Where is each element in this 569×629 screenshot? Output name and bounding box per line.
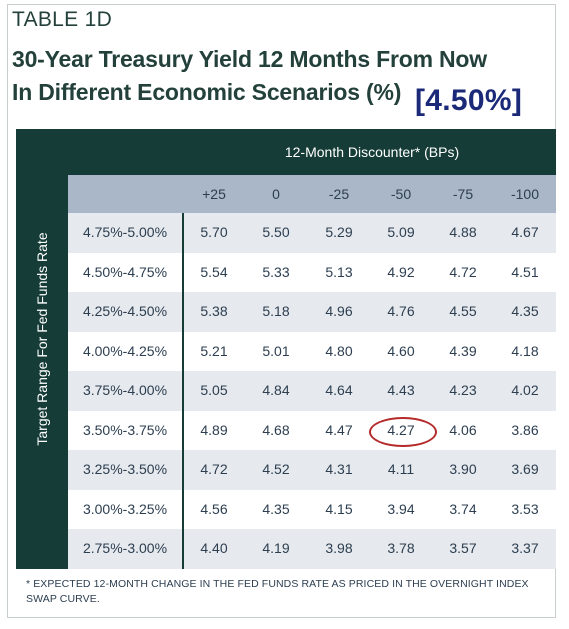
table-cell: 4.15 [325,500,353,517]
table-cell: 4.35 [262,500,290,517]
table-cell: 4.88 [449,224,477,240]
yield-scenario-table: Target Range For Fed Funds Rate 12-Month… [16,129,556,569]
column-header: -75 [452,186,474,202]
row-label: 3.25%-3.50% [82,461,168,477]
table-cell: 4.11 [387,461,415,477]
table-row: 3.75%-4.00% 5.05 4.84 4.64 4.43 4.23 4.02 [68,371,556,411]
table-cell: 4.43 [387,382,415,398]
table-row: 2.75%-3.00% 4.40 4.19 3.98 3.78 3.57 3.37 [68,529,556,569]
table-cell: 4.40 [200,540,228,556]
highlight-rate-tag: [4.50%] [415,84,523,117]
table-cell: 3.90 [449,461,477,477]
table-cell: 4.47 [325,421,353,438]
table-cell: 4.18 [511,342,539,359]
table-row: 4.25%-4.50% 5.38 5.18 4.96 4.76 4.55 4.35 [68,292,556,332]
title-line-1: 30-Year Treasury Yield 12 Months From No… [12,46,487,72]
row-label: 3.00%-3.25% [82,500,168,517]
table-cell: 4.80 [325,342,353,359]
table-cell: 4.06 [449,421,477,438]
table-cell: 5.21 [200,342,228,359]
table-cell: 5.18 [262,303,290,319]
table-cell: 4.76 [387,303,415,319]
table-title: 30-Year Treasury Yield 12 Months From No… [12,43,487,109]
table-cell: 4.92 [387,263,415,280]
table-row: 3.50%-3.75% 4.89 4.68 4.47 4.27 4.06 3.86 [68,410,556,450]
table-cell: 5.33 [262,263,290,280]
table-cell: 4.89 [200,421,228,438]
table-cell: 4.39 [449,342,477,359]
table-cell: 4.31 [325,461,353,477]
row-label: 4.25%-4.50% [82,303,168,319]
table-cell: 5.05 [200,382,228,398]
row-label: 3.50%-3.75% [82,421,168,438]
column-group-header-band: 12-Month Discounter* (BPs) [68,129,556,175]
column-group-header: 12-Month Discounter* (BPs) [284,144,460,160]
table-cell: 4.64 [325,382,353,398]
table-cell: 5.50 [262,224,290,240]
table-cell: 3.53 [511,500,539,517]
table-cell: 3.98 [325,540,353,556]
row-group-header-band: Target Range For Fed Funds Rate [16,129,68,569]
table-cell: 4.35 [511,303,539,319]
column-header: -100 [510,186,540,202]
table-cell: 4.23 [449,382,477,398]
table-cell: 3.86 [511,421,539,438]
table-cell: 5.01 [262,342,290,359]
table-cell: 3.78 [387,540,415,556]
column-header-row: +25 0 -25 -50 -75 -100 [68,175,556,213]
column-header: 0 [272,186,280,202]
table-cell: 4.60 [387,342,415,359]
table-number-label: TABLE 1D [12,8,113,31]
table-cell: 4.19 [262,540,290,556]
column-header: -50 [390,186,412,202]
row-label-divider [182,213,184,569]
table-cell: 4.96 [325,303,353,319]
table-cell: 3.37 [511,540,539,556]
column-header: +25 [202,186,226,202]
footnote: * EXPECTED 12-MONTH CHANGE IN THE FED FU… [26,578,529,605]
table-cell: 3.94 [387,500,415,517]
table-row: 3.25%-3.50% 4.72 4.52 4.31 4.11 3.90 3.69 [68,450,556,490]
title-line-2: In Different Economic Scenarios (%) [12,79,402,105]
table-cell: 3.57 [449,540,477,556]
highlight-circle [369,417,437,448]
table-cell: 5.54 [200,263,228,280]
table-cell: 5.29 [325,224,353,240]
table-cell: 4.72 [200,461,228,477]
row-group-header: Target Range For Fed Funds Rate [34,232,50,446]
table-row: 4.75%-5.00% 5.70 5.50 5.29 5.09 4.88 4.67 [68,213,556,253]
table-cell: 4.51 [511,263,539,280]
table-cell: 4.72 [449,263,477,280]
table-cell: 3.69 [511,461,539,477]
row-label: 2.75%-3.00% [82,540,168,556]
table-cell: 5.38 [200,303,228,319]
table-cell: 4.68 [262,421,290,438]
row-label: 4.00%-4.25% [82,342,168,359]
table-cell: 4.56 [200,500,228,517]
table-cell: 4.02 [511,382,539,398]
row-label: 4.50%-4.75% [82,263,168,280]
table-cell: 4.67 [511,224,539,240]
table-row: 4.50%-4.75% 5.54 5.33 5.13 4.92 4.72 4.51 [68,252,556,292]
table-row: 4.00%-4.25% 5.21 5.01 4.80 4.60 4.39 4.18 [68,331,556,371]
table-cell: 4.84 [262,382,290,398]
table-cell: 4.52 [262,461,290,477]
table-cell: 4.55 [449,303,477,319]
row-label: 3.75%-4.00% [82,382,168,398]
table-cell: 5.13 [325,263,353,280]
table-cell: 5.70 [200,224,228,240]
table-cell: 5.09 [387,224,415,240]
column-header: -25 [328,186,350,202]
row-label: 4.75%-5.00% [82,224,168,240]
table-row: 3.00%-3.25% 4.56 4.35 4.15 3.94 3.74 3.53 [68,489,556,529]
table-cell: 3.74 [449,500,477,517]
